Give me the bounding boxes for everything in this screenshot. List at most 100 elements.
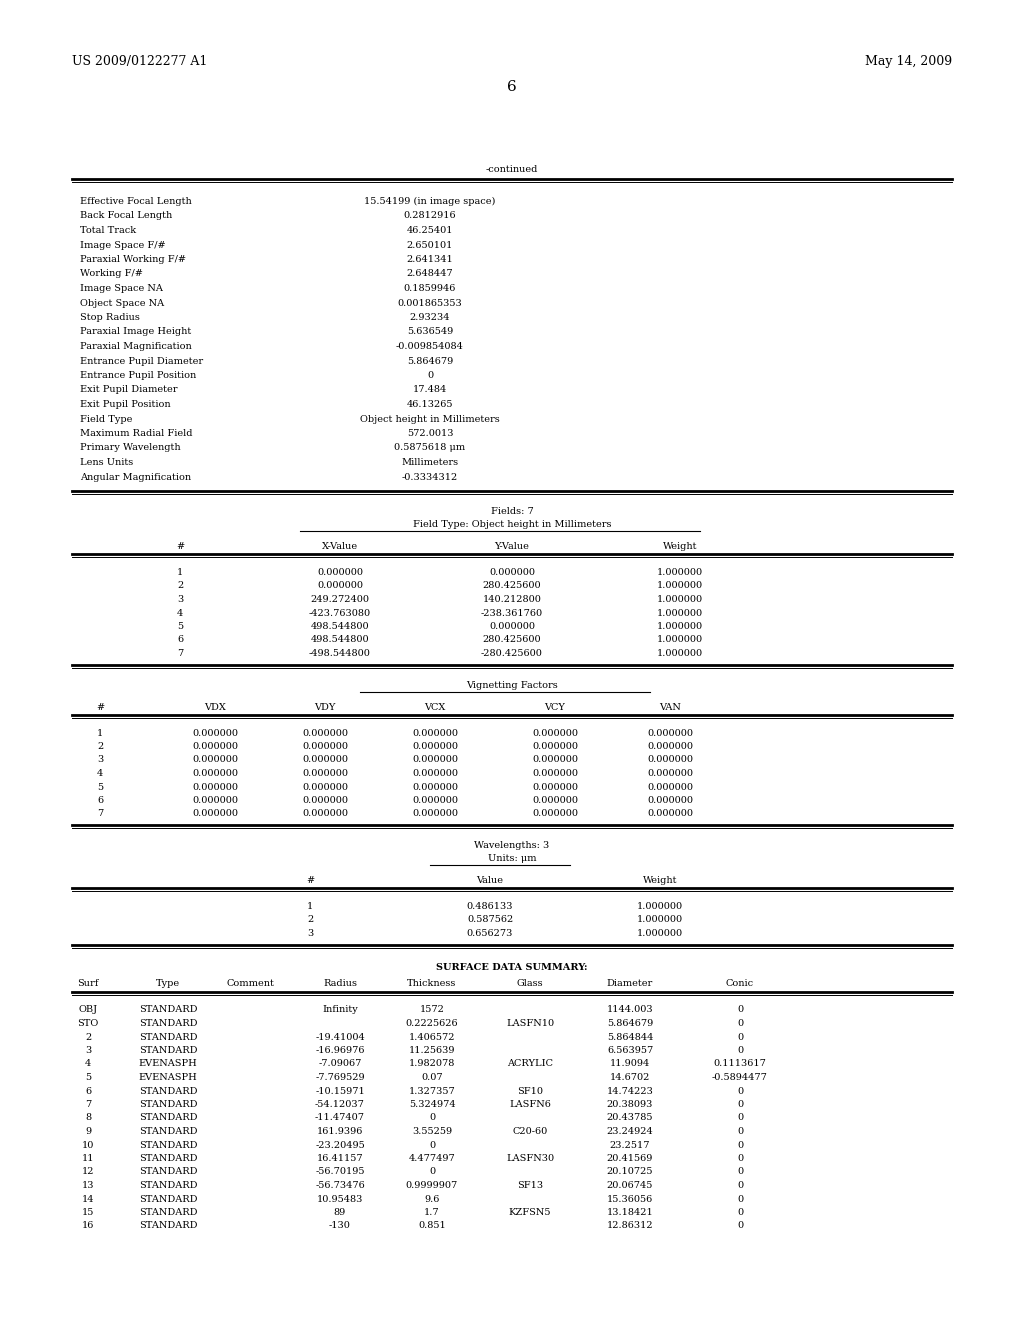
Text: -16.96976: -16.96976 — [315, 1045, 365, 1055]
Text: STO: STO — [78, 1019, 98, 1028]
Text: 20.06745: 20.06745 — [607, 1181, 653, 1191]
Text: 17.484: 17.484 — [413, 385, 447, 395]
Text: 0.000000: 0.000000 — [412, 729, 458, 738]
Text: 2: 2 — [85, 1032, 91, 1041]
Text: -0.009854084: -0.009854084 — [396, 342, 464, 351]
Text: 0.1113617: 0.1113617 — [714, 1060, 766, 1068]
Text: 1.982078: 1.982078 — [409, 1060, 456, 1068]
Text: Units: μm: Units: μm — [487, 854, 537, 863]
Text: 13: 13 — [82, 1181, 94, 1191]
Text: 5.864679: 5.864679 — [607, 1019, 653, 1028]
Text: Working F/#: Working F/# — [80, 269, 143, 279]
Text: Entrance Pupil Diameter: Entrance Pupil Diameter — [80, 356, 203, 366]
Text: 0.000000: 0.000000 — [647, 729, 693, 738]
Text: C20-60: C20-60 — [512, 1127, 548, 1137]
Text: #: # — [306, 876, 314, 884]
Text: 12: 12 — [82, 1167, 94, 1176]
Text: STANDARD: STANDARD — [138, 1100, 198, 1109]
Text: 1: 1 — [307, 902, 313, 911]
Text: STANDARD: STANDARD — [138, 1045, 198, 1055]
Text: 1.000000: 1.000000 — [637, 929, 683, 939]
Text: 0: 0 — [737, 1154, 743, 1163]
Text: 0.000000: 0.000000 — [193, 742, 238, 751]
Text: Surf: Surf — [78, 979, 98, 989]
Text: 0.000000: 0.000000 — [532, 742, 578, 751]
Text: Conic: Conic — [726, 979, 754, 989]
Text: 10.95483: 10.95483 — [316, 1195, 364, 1204]
Text: 0: 0 — [737, 1208, 743, 1217]
Text: 16: 16 — [82, 1221, 94, 1230]
Text: -10.15971: -10.15971 — [315, 1086, 365, 1096]
Text: #: # — [96, 702, 104, 711]
Text: 0.656273: 0.656273 — [467, 929, 513, 939]
Text: 0.486133: 0.486133 — [467, 902, 513, 911]
Text: STANDARD: STANDARD — [138, 1181, 198, 1191]
Text: Fields: 7: Fields: 7 — [490, 507, 534, 516]
Text: LASFN30: LASFN30 — [506, 1154, 554, 1163]
Text: 89: 89 — [334, 1208, 346, 1217]
Text: Exit Pupil Diameter: Exit Pupil Diameter — [80, 385, 177, 395]
Text: Primary Wavelength: Primary Wavelength — [80, 444, 180, 453]
Text: 0.000000: 0.000000 — [193, 755, 238, 764]
Text: 0.9999907: 0.9999907 — [406, 1181, 458, 1191]
Text: 16.41157: 16.41157 — [316, 1154, 364, 1163]
Text: 4: 4 — [177, 609, 183, 618]
Text: 0: 0 — [737, 1086, 743, 1096]
Text: 11.25639: 11.25639 — [409, 1045, 456, 1055]
Text: 1144.003: 1144.003 — [606, 1006, 653, 1015]
Text: ACRYLIC: ACRYLIC — [507, 1060, 553, 1068]
Text: Exit Pupil Position: Exit Pupil Position — [80, 400, 171, 409]
Text: 4: 4 — [85, 1060, 91, 1068]
Text: 0.000000: 0.000000 — [317, 582, 362, 590]
Text: Comment: Comment — [226, 979, 274, 989]
Text: -56.70195: -56.70195 — [315, 1167, 365, 1176]
Text: 9.6: 9.6 — [424, 1195, 439, 1204]
Text: 4.477497: 4.477497 — [409, 1154, 456, 1163]
Text: 1.000000: 1.000000 — [657, 582, 703, 590]
Text: 2: 2 — [177, 582, 183, 590]
Text: US 2009/0122277 A1: US 2009/0122277 A1 — [72, 55, 208, 69]
Text: 0.000000: 0.000000 — [302, 783, 348, 792]
Text: Stop Radius: Stop Radius — [80, 313, 140, 322]
Text: 1: 1 — [97, 729, 103, 738]
Text: 23.24924: 23.24924 — [606, 1127, 653, 1137]
Text: Diameter: Diameter — [607, 979, 653, 989]
Text: Image Space NA: Image Space NA — [80, 284, 163, 293]
Text: 0.000000: 0.000000 — [489, 568, 535, 577]
Text: Total Track: Total Track — [80, 226, 136, 235]
Text: 498.544800: 498.544800 — [310, 622, 370, 631]
Text: 0.000000: 0.000000 — [302, 809, 348, 818]
Text: 0.001865353: 0.001865353 — [397, 298, 463, 308]
Text: Y-Value: Y-Value — [495, 543, 529, 550]
Text: 0: 0 — [737, 1127, 743, 1137]
Text: 46.25401: 46.25401 — [407, 226, 454, 235]
Text: 3: 3 — [307, 929, 313, 939]
Text: 1.000000: 1.000000 — [637, 916, 683, 924]
Text: -54.12037: -54.12037 — [315, 1100, 365, 1109]
Text: Weight: Weight — [663, 543, 697, 550]
Text: 0.000000: 0.000000 — [193, 770, 238, 777]
Text: Wavelengths: 3: Wavelengths: 3 — [474, 841, 550, 850]
Text: Back Focal Length: Back Focal Length — [80, 211, 172, 220]
Text: 0: 0 — [737, 1140, 743, 1150]
Text: 0.000000: 0.000000 — [302, 796, 348, 805]
Text: 0.000000: 0.000000 — [532, 809, 578, 818]
Text: 0: 0 — [737, 1045, 743, 1055]
Text: 1.000000: 1.000000 — [657, 635, 703, 644]
Text: -498.544800: -498.544800 — [309, 649, 371, 657]
Text: 0: 0 — [737, 1221, 743, 1230]
Text: LASFN10: LASFN10 — [506, 1019, 554, 1028]
Text: 0: 0 — [737, 1181, 743, 1191]
Text: 15.54199 (in image space): 15.54199 (in image space) — [365, 197, 496, 206]
Text: 7: 7 — [97, 809, 103, 818]
Text: 4: 4 — [97, 770, 103, 777]
Text: Field Type: Field Type — [80, 414, 132, 424]
Text: 2.641341: 2.641341 — [407, 255, 454, 264]
Text: 0.000000: 0.000000 — [412, 796, 458, 805]
Text: 0.000000: 0.000000 — [532, 729, 578, 738]
Text: Thickness: Thickness — [408, 979, 457, 989]
Text: 2: 2 — [97, 742, 103, 751]
Text: 0.000000: 0.000000 — [193, 729, 238, 738]
Text: 0.000000: 0.000000 — [647, 770, 693, 777]
Text: 15: 15 — [82, 1208, 94, 1217]
